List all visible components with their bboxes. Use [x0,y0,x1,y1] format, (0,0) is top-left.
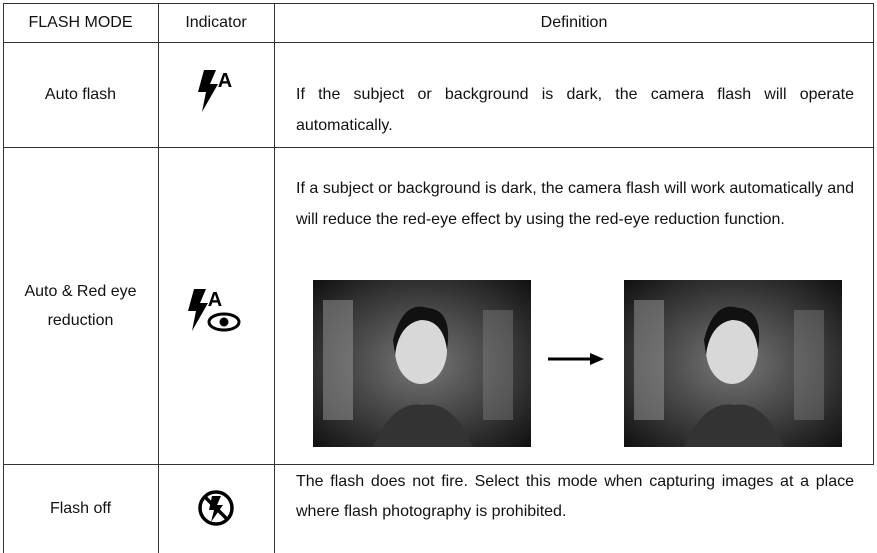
definition: If a subject or background is dark, the … [296,180,854,228]
flash-off-icon [198,490,234,526]
rule [3,3,874,4]
photo-after [624,280,842,447]
rule [873,3,874,464]
definition: The flash does not fire. Select this mod… [296,473,854,520]
header-cell: Indicator [185,13,247,31]
rule [274,3,275,553]
svg-text:A: A [218,70,232,92]
arrow [548,353,604,365]
red-eye-icon: A [188,289,241,332]
mode-cell: Auto & Red eye reduction [24,282,137,329]
definition: If the subject or background is dark, th… [296,86,854,134]
rule [3,464,874,465]
rule [3,3,4,553]
rule [3,147,874,148]
mode-cell: Flash off [49,499,112,517]
rule [158,3,159,553]
rule [3,42,874,43]
svg-text:A: A [208,289,222,311]
photo-before [313,280,531,447]
auto-flash-icon: A [198,70,232,112]
header-cell: FLASH MODE [28,13,133,31]
header-cell: Definition [540,13,608,31]
mode-cell: Auto flash [44,85,117,103]
